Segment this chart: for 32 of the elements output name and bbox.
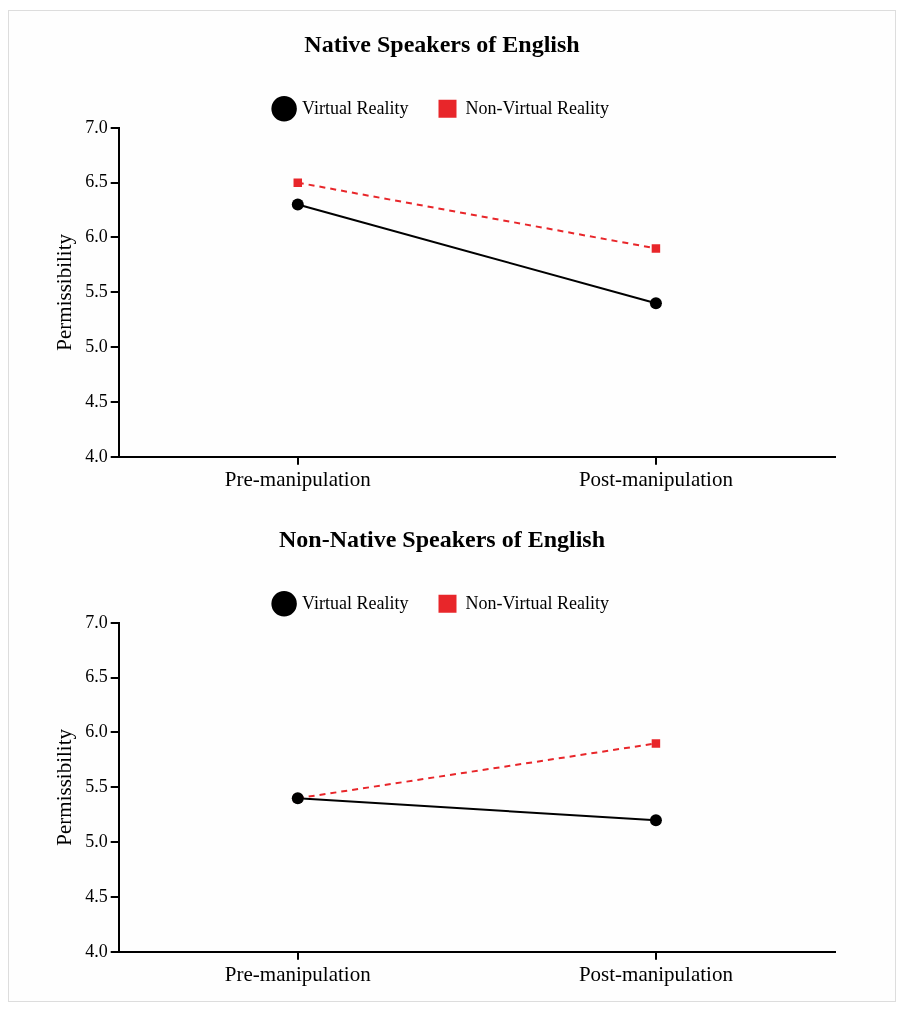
y-tick-label: 4.0 <box>85 940 108 961</box>
y-tick-label: 5.5 <box>85 281 108 302</box>
chart-title: Non-Native Speakers of English <box>278 525 606 552</box>
y-tick-label: 6.5 <box>85 666 108 687</box>
y-tick-label: 6.0 <box>85 226 108 247</box>
legend-label: Virtual Reality <box>302 97 409 118</box>
x-tick-label: Post-manipulation <box>578 961 734 986</box>
y-axis-title: Permissibility <box>52 728 77 846</box>
y-tick-label: 6.0 <box>85 721 108 742</box>
legend-label: Virtual Reality <box>302 592 409 613</box>
point <box>651 739 661 748</box>
y-tick-label: 4.0 <box>85 445 108 466</box>
legend-label: Non-Virtual Reality <box>465 97 609 118</box>
y-tick-label: 5.5 <box>85 776 108 797</box>
y-tick-label: 4.5 <box>85 390 108 411</box>
chart-title: Native Speakers of English <box>304 30 580 57</box>
point <box>649 814 662 827</box>
point <box>649 297 662 310</box>
y-tick-label: 6.5 <box>85 171 108 192</box>
y-tick-label: 5.0 <box>85 335 108 356</box>
y-axis-title: Permissibility <box>52 233 77 351</box>
point <box>291 198 304 211</box>
x-tick-label: Pre-manipulation <box>224 961 372 986</box>
y-tick-label: 5.0 <box>85 830 108 851</box>
y-tick-label: 7.0 <box>85 611 108 632</box>
point <box>651 244 661 253</box>
y-tick-label: 7.0 <box>85 116 108 137</box>
point <box>293 178 303 187</box>
y-tick-label: 4.5 <box>85 885 108 906</box>
x-tick-label: Post-manipulation <box>578 466 734 491</box>
legend-label: Non-Virtual Reality <box>465 592 609 613</box>
x-tick-label: Pre-manipulation <box>224 466 372 491</box>
